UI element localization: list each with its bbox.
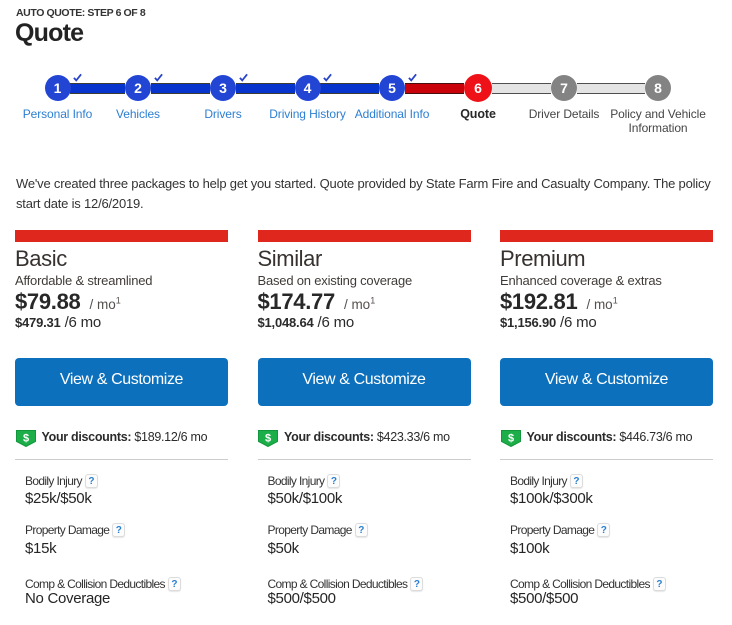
svg-text:$: $ bbox=[22, 432, 28, 444]
svg-text:$: $ bbox=[265, 432, 271, 444]
svg-text:$: $ bbox=[507, 432, 513, 444]
